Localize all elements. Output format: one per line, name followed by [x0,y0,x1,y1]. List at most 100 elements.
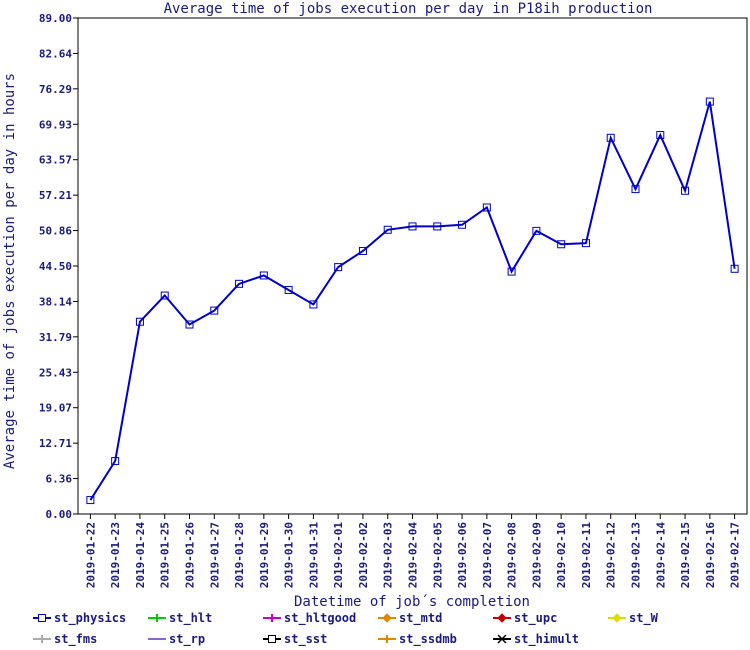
x-tick-label: 2019-02-12 [605,522,618,588]
x-tick-label: 2019-02-04 [407,522,420,589]
y-tick-label: 50.86 [39,225,72,238]
legend-label: st_W [629,611,659,626]
data-point [631,185,640,194]
x-tick-label: 2019-02-03 [382,522,395,588]
legend-label: st_physics [54,611,126,626]
x-tick-label: 2019-02-16 [704,522,717,589]
x-tick-label: 2019-02-09 [530,522,543,588]
data-point [458,220,467,229]
data-point [135,317,144,326]
x-tick-label: 2019-01-24 [134,522,147,589]
legend-item-st_himult: st_himult [493,632,579,647]
x-tick-label: 2019-01-29 [258,522,271,588]
y-tick-label: 63.57 [39,154,72,167]
x-tick-label: 2019-01-23 [109,522,122,588]
data-point [532,226,541,235]
data-point [210,306,219,315]
x-tick-label: 2019-01-25 [159,522,172,588]
data-point [358,246,367,255]
series-line-st_physics [89,101,736,501]
data-point [86,496,95,505]
data-point [433,222,442,231]
x-tick-label: 2019-01-30 [283,522,296,588]
legend-item-st_ssdmb: st_ssdmb [378,632,457,647]
data-point [557,240,566,249]
x-tick-label: 2019-02-13 [630,522,643,588]
x-tick-label: 2019-02-17 [729,522,742,588]
y-tick-label: 6.36 [46,473,73,486]
data-point [705,97,714,106]
data-point [235,279,244,288]
y-tick-label: 0.00 [46,508,73,521]
legend-item-st_physics: st_physics [33,611,126,626]
y-tick-label: 31.79 [39,331,72,344]
x-tick-label: 2019-02-14 [654,522,667,589]
data-point [111,457,120,466]
legend-label: st_himult [514,632,579,647]
legend-marker [612,613,622,623]
legend-marker [382,613,392,623]
x-tick-label: 2019-02-01 [332,522,345,589]
data-point [730,264,739,273]
legend-item-st_upc: st_upc [493,611,557,626]
y-tick-label: 38.14 [39,295,72,308]
data-point [309,300,318,309]
data-point [185,320,194,329]
x-tick-label: 2019-01-28 [233,522,246,588]
x-tick-label: 2019-02-10 [555,522,568,588]
data-point [507,267,516,276]
legend-marker [38,614,46,622]
data-point [581,239,590,248]
x-tick-label: 2019-02-08 [506,522,519,588]
legend-item-st_rp: st_rp [148,632,205,647]
x-tick-label: 2019-02-07 [481,522,494,588]
legend-item-st_sst: st_sst [263,632,327,647]
y-tick-label: 76.29 [39,83,72,96]
legend-item-st_hlt: st_hlt [148,611,212,626]
legend-label: st_ssdmb [399,632,457,647]
legend-label: st_upc [514,611,557,626]
data-point [482,203,491,212]
legend-marker [268,635,276,643]
x-tick-label: 2019-01-26 [184,522,197,589]
data-point [681,186,690,195]
legend-label: st_fms [54,632,97,647]
plot-area: 0.00 6.36 12.71 19.07 25.43 31.79 38.14 44.50 50… [39,12,748,589]
legend-label: st_sst [284,632,327,647]
legend-item-st_W: st_W [608,611,659,626]
x-tick-label: 2019-02-11 [580,522,593,589]
legend-label: st_hlt [169,611,212,626]
y-tick-label: 12.71 [39,437,72,450]
legend-item-st_fms: st_fms [33,632,97,647]
data-point [284,285,293,294]
y-tick-label: 82.64 [39,47,72,60]
x-axis-label: Datetime of job´s completion [294,594,530,610]
legend-item-st_mtd: st_mtd [378,611,442,626]
x-tick-label: 2019-01-31 [307,522,320,589]
data-point [259,271,268,280]
x-tick-label: 2019-02-15 [679,522,692,588]
legend-marker [497,613,507,623]
y-tick-label: 69.93 [39,118,72,131]
legend-label: st_hltgood [284,611,356,626]
data-point [408,222,417,231]
x-tick-label: 2019-01-22 [84,522,97,588]
y-tick-label: 57.21 [39,189,72,202]
data-point [606,133,615,142]
legend-label: st_rp [169,632,205,647]
data-point [160,291,169,300]
y-tick-label: 25.43 [39,366,72,379]
y-tick-label: 89.00 [39,12,72,25]
legend-item-st_hltgood: st_hltgood [263,611,356,626]
x-tick-label: 2019-02-06 [456,522,469,589]
y-tick-label: 19.07 [39,402,72,415]
data-point [656,131,665,140]
chart-title: Average time of jobs execution per day i… [164,1,653,17]
legend-marker [497,634,507,644]
data-point [383,225,392,234]
data-point [334,263,343,272]
legend: st_physics st_hlt st_hltgood st_mtd st_upc st… [33,611,659,647]
legend-label: st_mtd [399,611,442,626]
